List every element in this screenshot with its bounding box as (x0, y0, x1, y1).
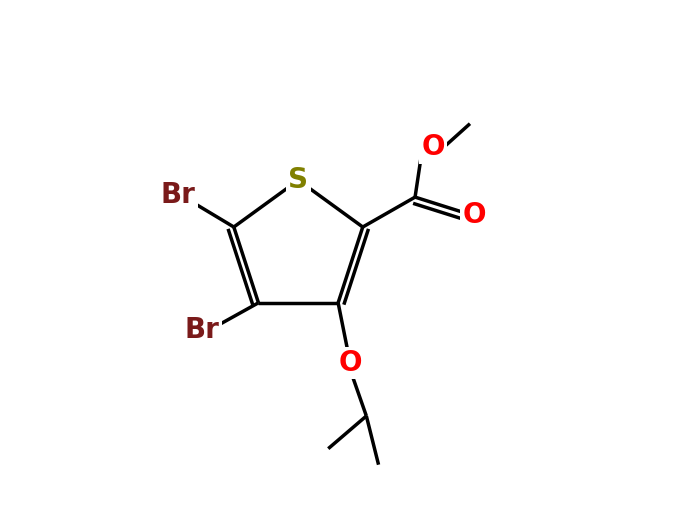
Text: O: O (339, 349, 362, 377)
Text: Br: Br (185, 316, 220, 344)
Text: O: O (462, 201, 486, 229)
Text: O: O (422, 134, 445, 162)
Text: S: S (289, 166, 308, 194)
Text: Br: Br (161, 181, 196, 209)
